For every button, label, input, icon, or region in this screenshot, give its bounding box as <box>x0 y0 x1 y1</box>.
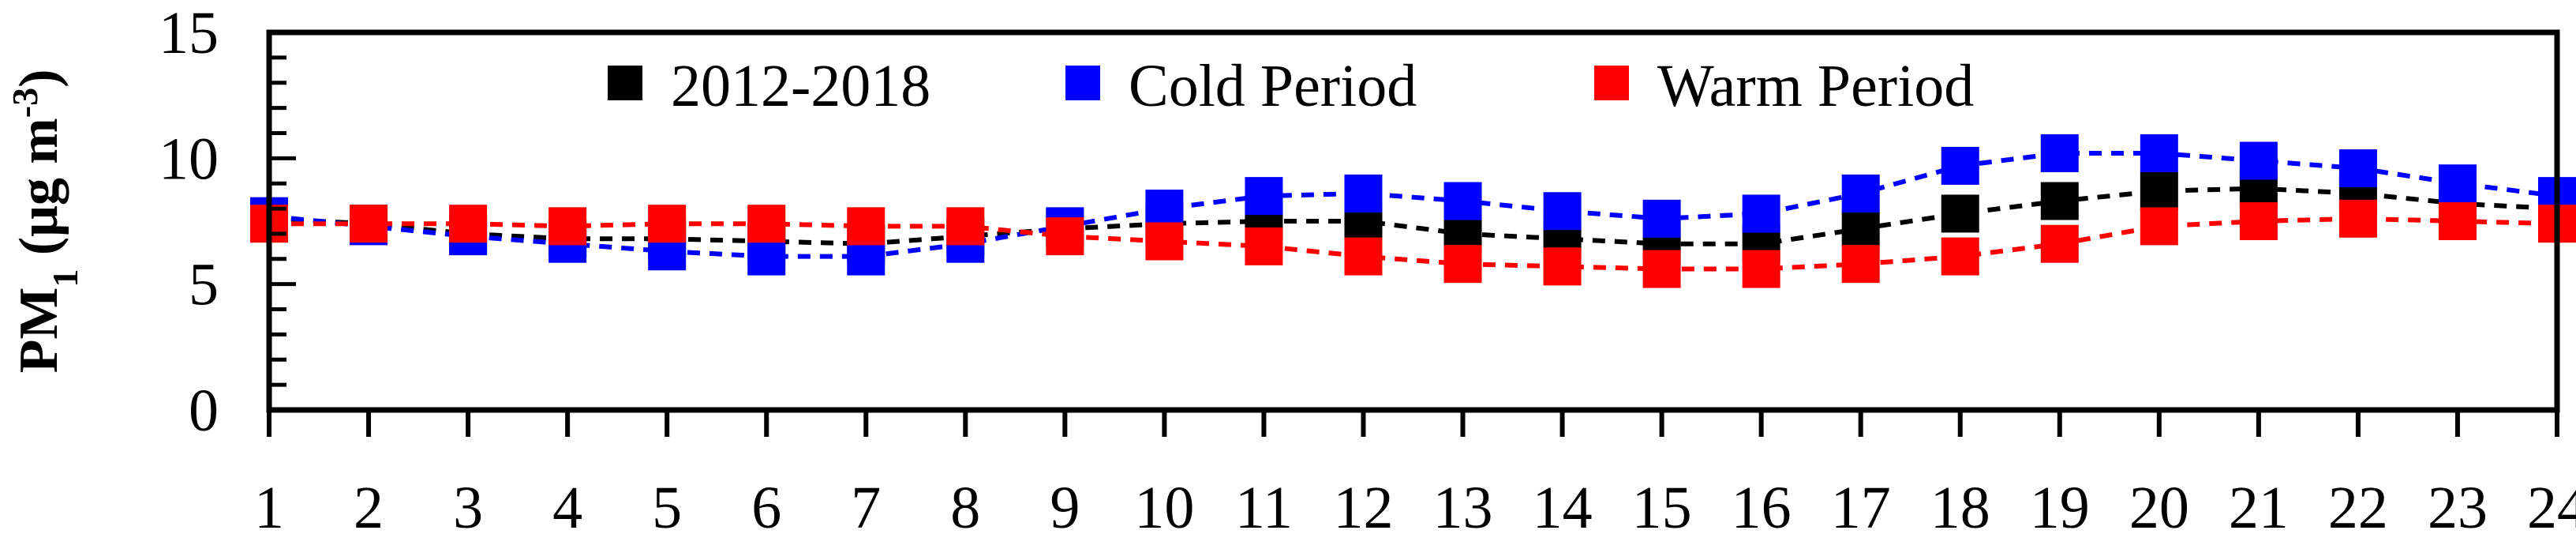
data-point-s2-20 <box>2239 202 2278 240</box>
data-point-s2-12 <box>1443 245 1482 284</box>
data-point-s1-22 <box>2438 164 2477 203</box>
data-point-s2-7 <box>946 207 985 246</box>
legend-label-1: Cold Period <box>1129 53 1417 119</box>
x-tick-label: 13 <box>1433 475 1493 541</box>
data-point-s1-12 <box>1443 182 1482 220</box>
y-title-subscript: 1 <box>45 269 85 288</box>
data-point-s1-5 <box>747 237 786 276</box>
y-tick-label: 15 <box>159 0 219 66</box>
x-axis: 1 2 3 4 5 6 7 8 9 10 11 12 13 14 15 16 17 18 19 20 21 22 23 24 <box>254 410 2576 541</box>
x-tick-label: 22 <box>2328 475 2388 541</box>
data-point-s0-19 <box>2140 171 2178 210</box>
data-point-s2-19 <box>2140 207 2178 246</box>
y-title-superscript: -3 <box>5 88 45 118</box>
data-point-s2-21 <box>2338 199 2377 238</box>
y-axis: 0 5 10 15 <box>159 0 296 444</box>
data-point-s2-16 <box>1841 245 1880 284</box>
data-point-s1-10 <box>1245 177 1283 216</box>
data-point-s2-3 <box>549 207 587 246</box>
x-tick-label: 15 <box>1632 475 1692 541</box>
x-tick-label: 2 <box>354 475 384 541</box>
data-point-s0-17 <box>1941 194 1979 233</box>
data-point-s2-5 <box>747 205 786 243</box>
data-point-s2-18 <box>2040 224 2079 263</box>
x-tick-label: 18 <box>1930 475 1990 541</box>
legend-label-2: Warm Period <box>1657 53 1974 119</box>
data-point-s1-9 <box>1145 190 1184 228</box>
legend-swatch-2 <box>1594 66 1629 100</box>
data-point-s1-15 <box>1742 194 1780 233</box>
x-tick-label: 16 <box>1732 475 1792 541</box>
plot-area-frame <box>266 29 2560 413</box>
x-tick-label: 3 <box>453 475 483 541</box>
x-tick-label: 4 <box>552 475 582 541</box>
data-point-s2-10 <box>1245 227 1283 265</box>
x-tick-label: 14 <box>1533 475 1593 541</box>
data-point-s2-6 <box>847 207 886 246</box>
x-tick-label: 23 <box>2428 475 2488 541</box>
data-point-s2-4 <box>648 205 687 243</box>
data-point-s1-11 <box>1344 174 1383 212</box>
x-tick-label: 7 <box>851 475 881 541</box>
x-tick-label: 20 <box>2129 475 2189 541</box>
legend-label-0: 2012-2018 <box>671 53 930 119</box>
data-point-s2-9 <box>1145 222 1184 261</box>
data-point-s1-17 <box>1941 146 1979 185</box>
data-point-s2-2 <box>449 205 488 243</box>
data-point-s1-16 <box>1841 174 1880 212</box>
data-point-s1-18 <box>2040 133 2079 172</box>
data-point-s0-16 <box>1841 209 1880 248</box>
x-tick-label: 21 <box>2229 475 2289 541</box>
data-point-s0-18 <box>2040 182 2079 220</box>
series-layer <box>250 133 2576 288</box>
y-tick-label: 5 <box>189 252 219 318</box>
data-point-s2-15 <box>1742 250 1780 288</box>
y-title-unit: (μg m <box>9 118 69 269</box>
x-tick-label: 17 <box>1831 475 1891 541</box>
data-point-s1-19 <box>2140 133 2178 172</box>
data-point-s1-20 <box>2239 141 2278 180</box>
data-point-s2-1 <box>350 205 388 243</box>
y-title-unit-close: ) <box>9 70 69 88</box>
data-point-s2-11 <box>1344 237 1383 276</box>
series-line-2 <box>269 216 2558 272</box>
y-title-main: PM <box>9 288 69 374</box>
data-point-s1-14 <box>1642 199 1681 238</box>
x-tick-label: 5 <box>652 475 682 541</box>
x-tick-label: 24 <box>2527 475 2576 541</box>
data-point-s2-22 <box>2438 202 2477 240</box>
x-tick-label: 10 <box>1134 475 1194 541</box>
x-tick-label: 19 <box>2030 475 2090 541</box>
y-tick-label: 0 <box>189 378 219 444</box>
data-point-s1-13 <box>1543 192 1582 231</box>
x-tick-label: 12 <box>1333 475 1393 541</box>
x-tick-label: 1 <box>254 475 284 541</box>
data-point-s2-17 <box>1941 237 1979 276</box>
legend-swatch-1 <box>1065 66 1100 100</box>
x-tick-label: 9 <box>1050 475 1080 541</box>
y-axis-title: PM1 (μg m-3) <box>5 70 85 374</box>
legend: 2012-2018 Cold Period Warm Period <box>608 53 1974 119</box>
data-point-s2-14 <box>1642 250 1681 288</box>
data-point-s2-8 <box>1046 217 1084 256</box>
x-tick-label: 11 <box>1235 475 1293 541</box>
x-tick-label: 6 <box>751 475 781 541</box>
y-tick-label: 10 <box>159 126 219 192</box>
x-tick-label: 8 <box>950 475 980 541</box>
data-point-s2-13 <box>1543 247 1582 286</box>
legend-swatch-0 <box>608 66 642 100</box>
data-point-s1-21 <box>2338 149 2377 188</box>
